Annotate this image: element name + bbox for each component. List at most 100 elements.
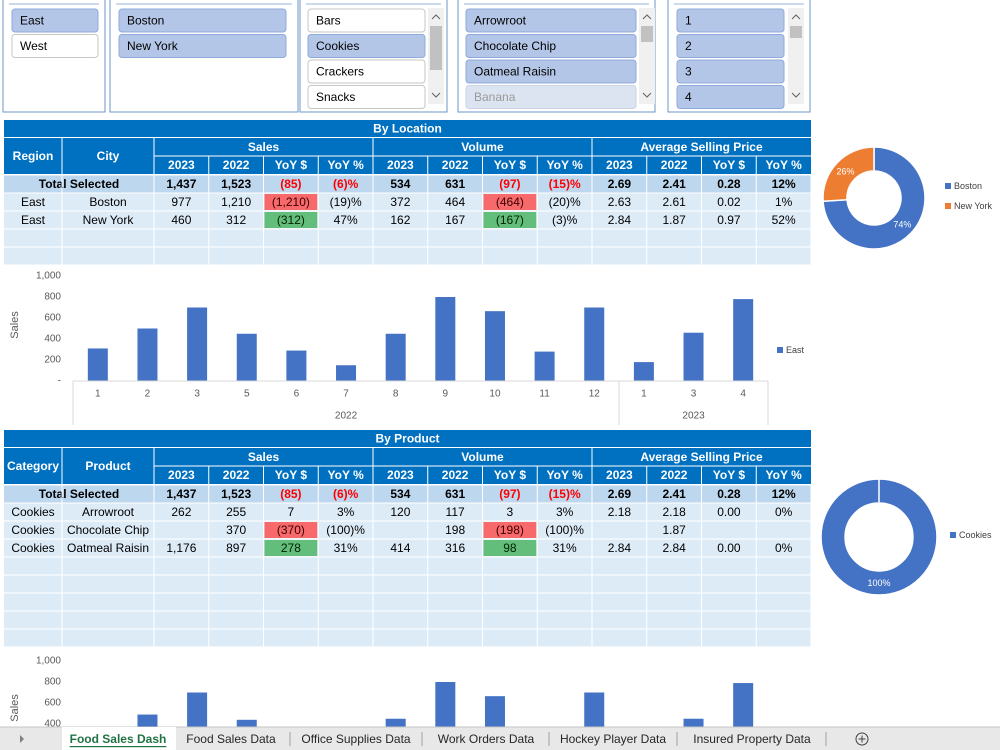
table-title: By Product xyxy=(375,432,439,446)
highlight-negative xyxy=(483,522,537,538)
bar xyxy=(534,351,555,381)
sub-header: YoY % xyxy=(328,468,365,482)
table-cell: 1,210 xyxy=(221,195,251,209)
bar xyxy=(385,333,406,381)
slicer-item[interactable] xyxy=(11,8,99,33)
row-header: Region xyxy=(13,149,54,163)
y-tick-label: 800 xyxy=(44,292,61,303)
slicer-item[interactable] xyxy=(118,8,287,33)
bar xyxy=(187,307,208,381)
table-cell: 460 xyxy=(171,213,191,227)
sheet-tab[interactable]: Office Supplies Data xyxy=(301,732,410,746)
slicer-item[interactable] xyxy=(676,85,785,109)
table-cell: 977 xyxy=(171,195,191,209)
sheet-tab[interactable]: Work Orders Data xyxy=(438,732,535,746)
table-cell: 278 xyxy=(281,541,301,555)
slicer-item[interactable] xyxy=(307,59,426,84)
table-cell: 534 xyxy=(390,487,410,501)
sheet-tab[interactable]: Hockey Player Data xyxy=(560,732,666,746)
x-tick-label: 10 xyxy=(489,389,501,400)
slicer-item-label[interactable]: Boston xyxy=(127,14,164,28)
slicer-item-label[interactable]: West xyxy=(20,39,48,53)
slicer-item-label[interactable]: Banana xyxy=(474,90,516,104)
x-tick-label: 5 xyxy=(244,389,250,400)
table-cell: 117 xyxy=(446,505,465,519)
table-cell: 1.87 xyxy=(662,523,686,537)
bar xyxy=(435,682,456,727)
scroll-down xyxy=(431,92,441,98)
slicer-item-label[interactable]: East xyxy=(20,14,45,28)
slicer-item-label[interactable]: 4 xyxy=(685,90,692,104)
x-tick-label: 9 xyxy=(443,389,449,400)
tab-scroll-arrow[interactable] xyxy=(20,735,24,743)
slicer-item[interactable] xyxy=(465,34,637,58)
slicer-item-label[interactable]: Crackers xyxy=(316,65,364,79)
table-cell: (3)% xyxy=(552,213,578,227)
table-cell: 2.41 xyxy=(662,177,686,191)
table-cell: 2.41 xyxy=(662,487,686,501)
table-cell: 631 xyxy=(445,177,465,191)
highlight-positive xyxy=(264,212,318,228)
table-cell: 2.69 xyxy=(608,177,632,191)
sub-header: YoY $ xyxy=(275,158,308,172)
add-sheet-plus[interactable] xyxy=(858,735,866,743)
slicer-item[interactable] xyxy=(307,8,426,33)
slicer-item[interactable] xyxy=(11,34,99,58)
sub-header: YoY $ xyxy=(494,158,527,172)
slicer-item-label[interactable]: Oatmeal Raisin xyxy=(474,65,556,79)
slicer-item-label[interactable]: Snacks xyxy=(316,90,355,104)
x-tick-label: 1 xyxy=(641,389,647,400)
pie-label: 100% xyxy=(867,578,890,588)
slicer-item-label[interactable]: 3 xyxy=(685,65,692,79)
bar xyxy=(87,348,108,381)
table-cell: (15)% xyxy=(549,487,581,501)
y-tick-label: 1,000 xyxy=(36,656,61,667)
slicer-item-label[interactable]: Cookies xyxy=(316,39,359,53)
sheet-tab[interactable]: Insured Property Data xyxy=(693,732,811,746)
table-cell: 0.02 xyxy=(717,195,741,209)
x-tick-label: 3 xyxy=(691,389,697,400)
table-cell: 1,176 xyxy=(166,541,196,555)
y-tick-label: 600 xyxy=(44,313,61,324)
slicer-item[interactable] xyxy=(118,34,287,58)
y-tick-label: 400 xyxy=(44,334,61,345)
group-header: Sales xyxy=(248,140,280,154)
bar xyxy=(187,692,208,727)
table-cell: 2.84 xyxy=(608,213,632,227)
sub-header: 2022 xyxy=(442,158,469,172)
slicer-item-label[interactable]: Chocolate Chip xyxy=(474,39,556,53)
slicer-item[interactable] xyxy=(465,85,637,109)
slicer-item-label[interactable]: Bars xyxy=(316,14,341,28)
table-cell: (100)% xyxy=(326,523,365,537)
x-tick-label: 8 xyxy=(393,389,399,400)
slicer-item-label[interactable]: 1 xyxy=(685,14,692,28)
bar xyxy=(435,297,456,381)
sub-header: YoY % xyxy=(328,158,365,172)
table-cell: 3% xyxy=(337,505,355,519)
slicer-item[interactable] xyxy=(676,59,785,84)
sheet-tab[interactable]: Food Sales Dash xyxy=(70,732,167,746)
add-sheet[interactable] xyxy=(855,732,869,746)
slicer-item[interactable] xyxy=(676,34,785,58)
scroll-up xyxy=(791,14,801,20)
slicer-item-label[interactable]: 2 xyxy=(685,39,692,53)
table-cell: 47% xyxy=(334,213,358,227)
blank-row xyxy=(4,629,811,647)
sheet-tab[interactable]: Food Sales Data xyxy=(186,732,276,746)
slicer-item[interactable] xyxy=(465,8,637,33)
row-label: Cookies xyxy=(11,541,54,555)
total-label: Total Selected xyxy=(39,487,119,501)
table-cell: 2.84 xyxy=(608,541,632,555)
slicer-item-label[interactable]: New York xyxy=(127,39,179,53)
group-header: Volume xyxy=(461,140,504,154)
scroll-up xyxy=(642,14,652,20)
slicer-item[interactable] xyxy=(307,85,426,109)
y-axis-title: Sales xyxy=(9,694,21,722)
slicer-item[interactable] xyxy=(465,59,637,84)
slicer-item-label[interactable]: Arrowroot xyxy=(474,14,527,28)
y-tick-label: 400 xyxy=(44,719,61,730)
slicer-item[interactable] xyxy=(307,34,426,58)
table-title-bar xyxy=(4,430,811,447)
slicer-item[interactable] xyxy=(676,8,785,33)
bar xyxy=(733,299,754,381)
